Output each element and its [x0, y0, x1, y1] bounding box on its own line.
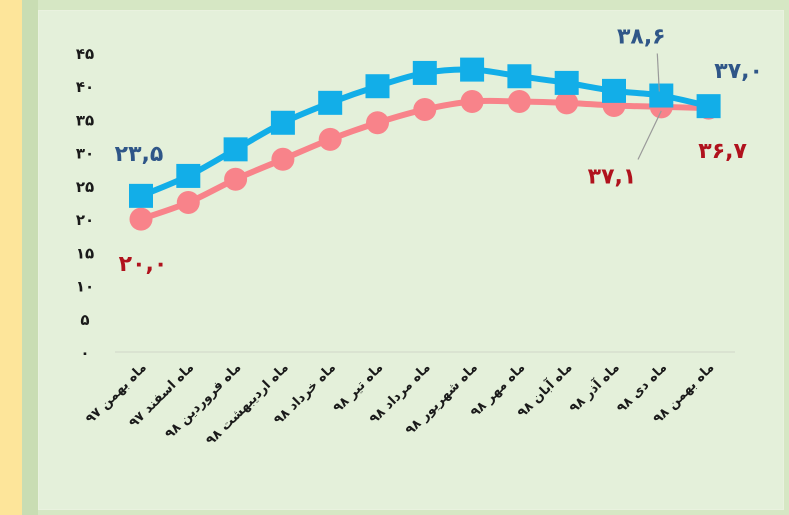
- series-1-point: [319, 128, 342, 151]
- data-labels: ۲۳,۵ ۳۸,۶ ۳۷,۰ ۲۰,۰ ۳۷,۱ ۳۶,۷: [115, 25, 763, 278]
- data-label: ۲۰,۰: [119, 252, 168, 277]
- y-tick-label: ۴۵: [76, 45, 94, 63]
- annotation-connector: [638, 111, 661, 160]
- y-axis-ticks: ۰ ۵ ۱۰ ۱۵ ۲۰ ۲۵ ۳۰ ۳۵ ۴۰ ۴۵: [76, 45, 94, 362]
- y-tick-label: ۳۵: [76, 111, 94, 129]
- data-label: ۳۷,۰: [714, 59, 763, 84]
- series-0-point: [366, 74, 390, 98]
- data-label: ۳۷,۱: [588, 164, 637, 189]
- x-tick-label: ماه اردیبهشت ۹۸: [203, 360, 291, 448]
- y-tick-label: ۵: [80, 311, 89, 329]
- series-0-point: [271, 111, 295, 135]
- series-0-point: [460, 58, 484, 82]
- x-tick-label: ماه آذر ۹۸: [565, 359, 622, 416]
- series-1-point: [271, 148, 294, 171]
- series-1-point: [130, 208, 153, 231]
- y-tick-label: ۲۰: [76, 211, 94, 229]
- data-label: ۲۳,۵: [115, 142, 164, 167]
- series-0-point: [507, 64, 531, 88]
- data-label: ۳۸,۶: [617, 25, 666, 50]
- series-1-point: [461, 90, 484, 113]
- y-tick-label: ۱۵: [76, 244, 94, 262]
- series-0-point: [555, 71, 579, 95]
- series-1-point: [508, 90, 531, 113]
- series-0-point: [697, 94, 721, 118]
- y-tick-label: ۴۰: [76, 78, 94, 96]
- series-1-point: [413, 98, 436, 121]
- series-0-point: [318, 91, 342, 115]
- y-tick-label: ۱۰: [76, 278, 94, 296]
- y-tick-label: ۲۵: [76, 178, 94, 196]
- series-0-point: [649, 84, 673, 108]
- y-tick-label: ۰: [80, 344, 89, 362]
- series-1-point: [177, 191, 200, 214]
- series-points: [129, 58, 721, 231]
- series-1-point: [366, 111, 389, 134]
- series-0-point: [413, 61, 437, 85]
- series-0-point: [224, 137, 248, 161]
- series-0-point: [176, 164, 200, 188]
- y-tick-label: ۳۰: [76, 145, 94, 163]
- data-label: ۳۶,۷: [698, 139, 747, 164]
- series-0-point: [129, 184, 153, 208]
- series-1-point: [224, 168, 247, 191]
- series-0-point: [602, 79, 626, 103]
